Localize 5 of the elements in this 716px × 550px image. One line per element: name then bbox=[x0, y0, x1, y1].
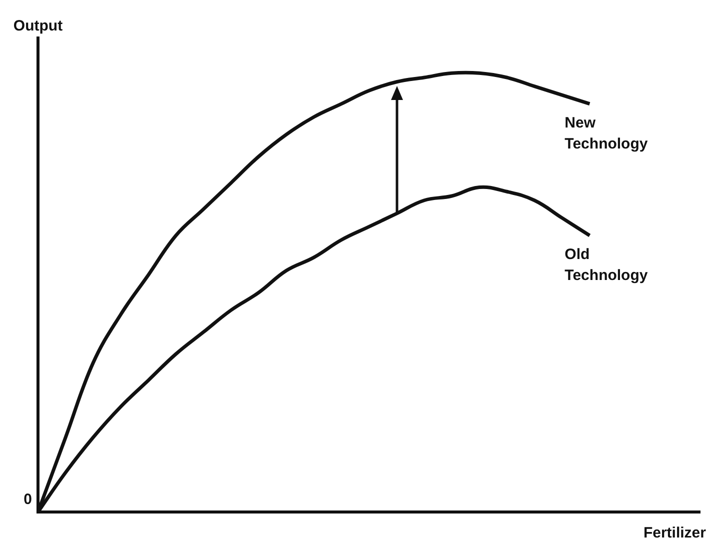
series-label: New Technology bbox=[564, 114, 648, 152]
y-axis-title: Output bbox=[13, 18, 63, 35]
x-axis-title: Fertilizer bbox=[643, 524, 706, 542]
text: 0 bbox=[24, 491, 32, 508]
series-label: Old Technology bbox=[564, 246, 648, 284]
